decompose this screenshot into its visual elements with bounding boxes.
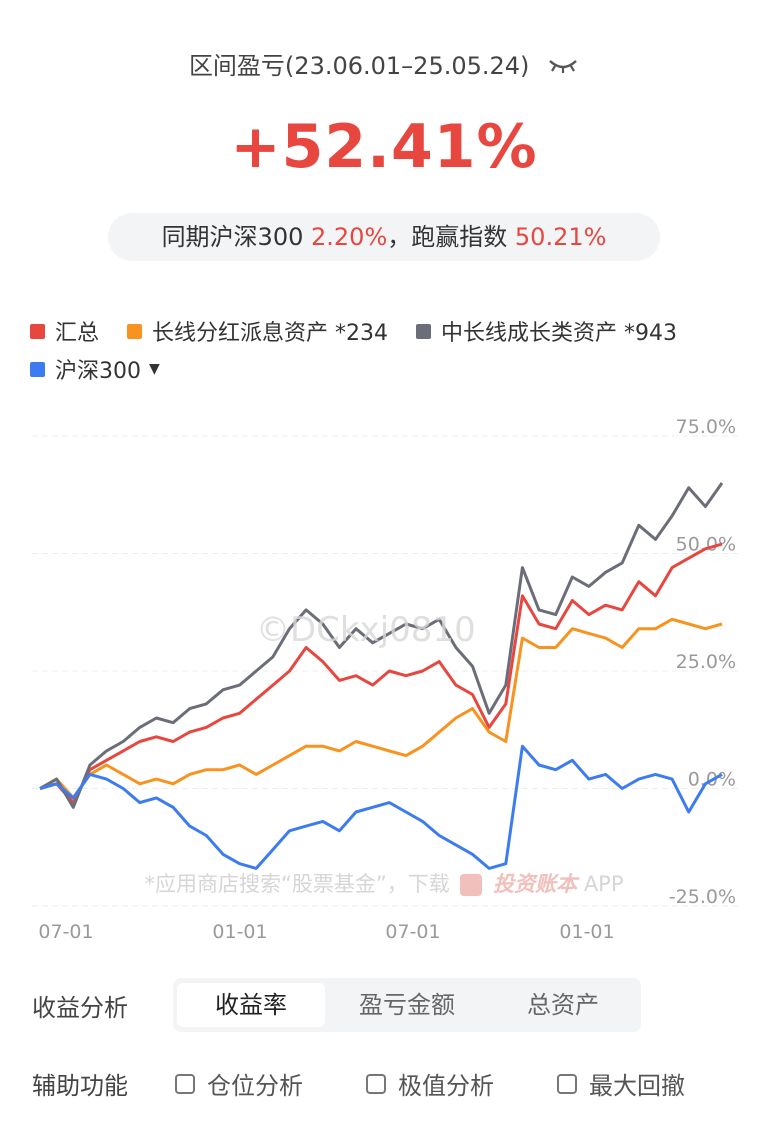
y-tick-label: 75.0% — [676, 416, 736, 438]
legend-label-total: 汇总 — [55, 321, 100, 346]
watermark-text: *应用商店搜索“股票基金”，下载 — [144, 872, 450, 896]
legend-item-hs300[interactable]: 沪深300 ▼ — [30, 353, 160, 385]
y-tick-label: 50.0% — [676, 534, 736, 556]
checkbox-max-drawdown[interactable]: 最大回撤 — [557, 1066, 685, 1101]
period-title-text: 区间盈亏(23.06.01–25.05.24) — [188, 52, 530, 80]
tab-return-rate[interactable]: 收益率 — [177, 983, 325, 1027]
analysis-label: 收益分析 — [32, 994, 128, 1022]
y-tick-label: -25.0% — [669, 886, 736, 908]
tab-profit-amount[interactable]: 盈亏金额 — [359, 991, 455, 1019]
legend-label-hs300: 沪深300 — [55, 359, 141, 384]
legend-swatch-hs300 — [30, 361, 45, 377]
x-tick-label: 01-01 — [559, 921, 614, 943]
series-line-2 — [39, 482, 724, 809]
legend-swatch-growth — [416, 323, 432, 339]
excess-return-value: 50.21% — [514, 223, 607, 251]
checkbox-label: 极值分析 — [398, 1072, 494, 1100]
analysis-tabs: 收益率 盈亏金额 总资产 — [173, 978, 641, 1032]
series-line-0 — [39, 542, 723, 805]
chart-legend: 汇总 长线分红派息资产 *234 中长线成长类资产 *943 沪深300 ▼ — [30, 312, 750, 388]
dropdown-caret-icon[interactable]: ▼ — [149, 361, 160, 377]
index-compare-pill: 同期沪深300 2.20%，跑赢指数 50.21% — [108, 213, 660, 261]
total-return-value: +52.41% — [230, 112, 538, 182]
x-tick-label: 07-01 — [385, 921, 440, 943]
eye-closed-icon[interactable] — [547, 53, 579, 81]
index-return-value: 2.20% — [311, 223, 388, 251]
y-tick-label: 25.0% — [676, 651, 736, 673]
series-line-1 — [39, 617, 723, 800]
legend-item-growth[interactable]: 中长线成长类资产 *943 — [416, 315, 677, 347]
legend-swatch-dividend — [127, 323, 143, 339]
legend-label-growth: 中长线成长类资产 *943 — [441, 321, 678, 346]
x-tick-label: 01-01 — [212, 921, 267, 943]
checkbox-icon[interactable] — [557, 1073, 577, 1094]
checkbox-label: 最大回撤 — [589, 1072, 685, 1100]
legend-item-dividend[interactable]: 长线分红派息资产 *234 — [127, 315, 388, 347]
compare-prefix: 同期沪深300 — [161, 223, 304, 251]
watermark-brand: 投资账本 — [493, 872, 578, 896]
app-logo-icon — [460, 874, 483, 896]
tab-total-assets[interactable]: 总资产 — [527, 991, 599, 1019]
series-line-3 — [39, 744, 723, 870]
checkbox-label: 仓位分析 — [207, 1072, 303, 1100]
legend-item-total[interactable]: 汇总 — [30, 315, 99, 347]
watermark-id: ©DCkxj0810 — [256, 610, 476, 650]
checkbox-icon[interactable] — [366, 1073, 386, 1094]
checkbox-position-analysis[interactable]: 仓位分析 — [175, 1066, 303, 1101]
app-watermark: *应用商店搜索“股票基金”，下载 投资账本 APP — [0, 868, 768, 898]
x-tick-label: 07-01 — [38, 921, 93, 943]
compare-middle: ，跑赢指数 — [387, 223, 508, 251]
legend-label-dividend: 长线分红派息资产 *234 — [152, 321, 389, 346]
checkbox-extreme-analysis[interactable]: 极值分析 — [366, 1066, 494, 1101]
checkbox-icon[interactable] — [175, 1073, 195, 1094]
period-title: 区间盈亏(23.06.01–25.05.24) — [0, 46, 768, 81]
return-chart[interactable]: 75.0%50.0%25.0%0.0%-25.0%07-01 01-01 07-01… — [0, 400, 768, 960]
aux-label: 辅助功能 — [32, 1072, 128, 1100]
legend-swatch-total — [30, 323, 45, 339]
watermark-suffix: APP — [583, 872, 624, 896]
